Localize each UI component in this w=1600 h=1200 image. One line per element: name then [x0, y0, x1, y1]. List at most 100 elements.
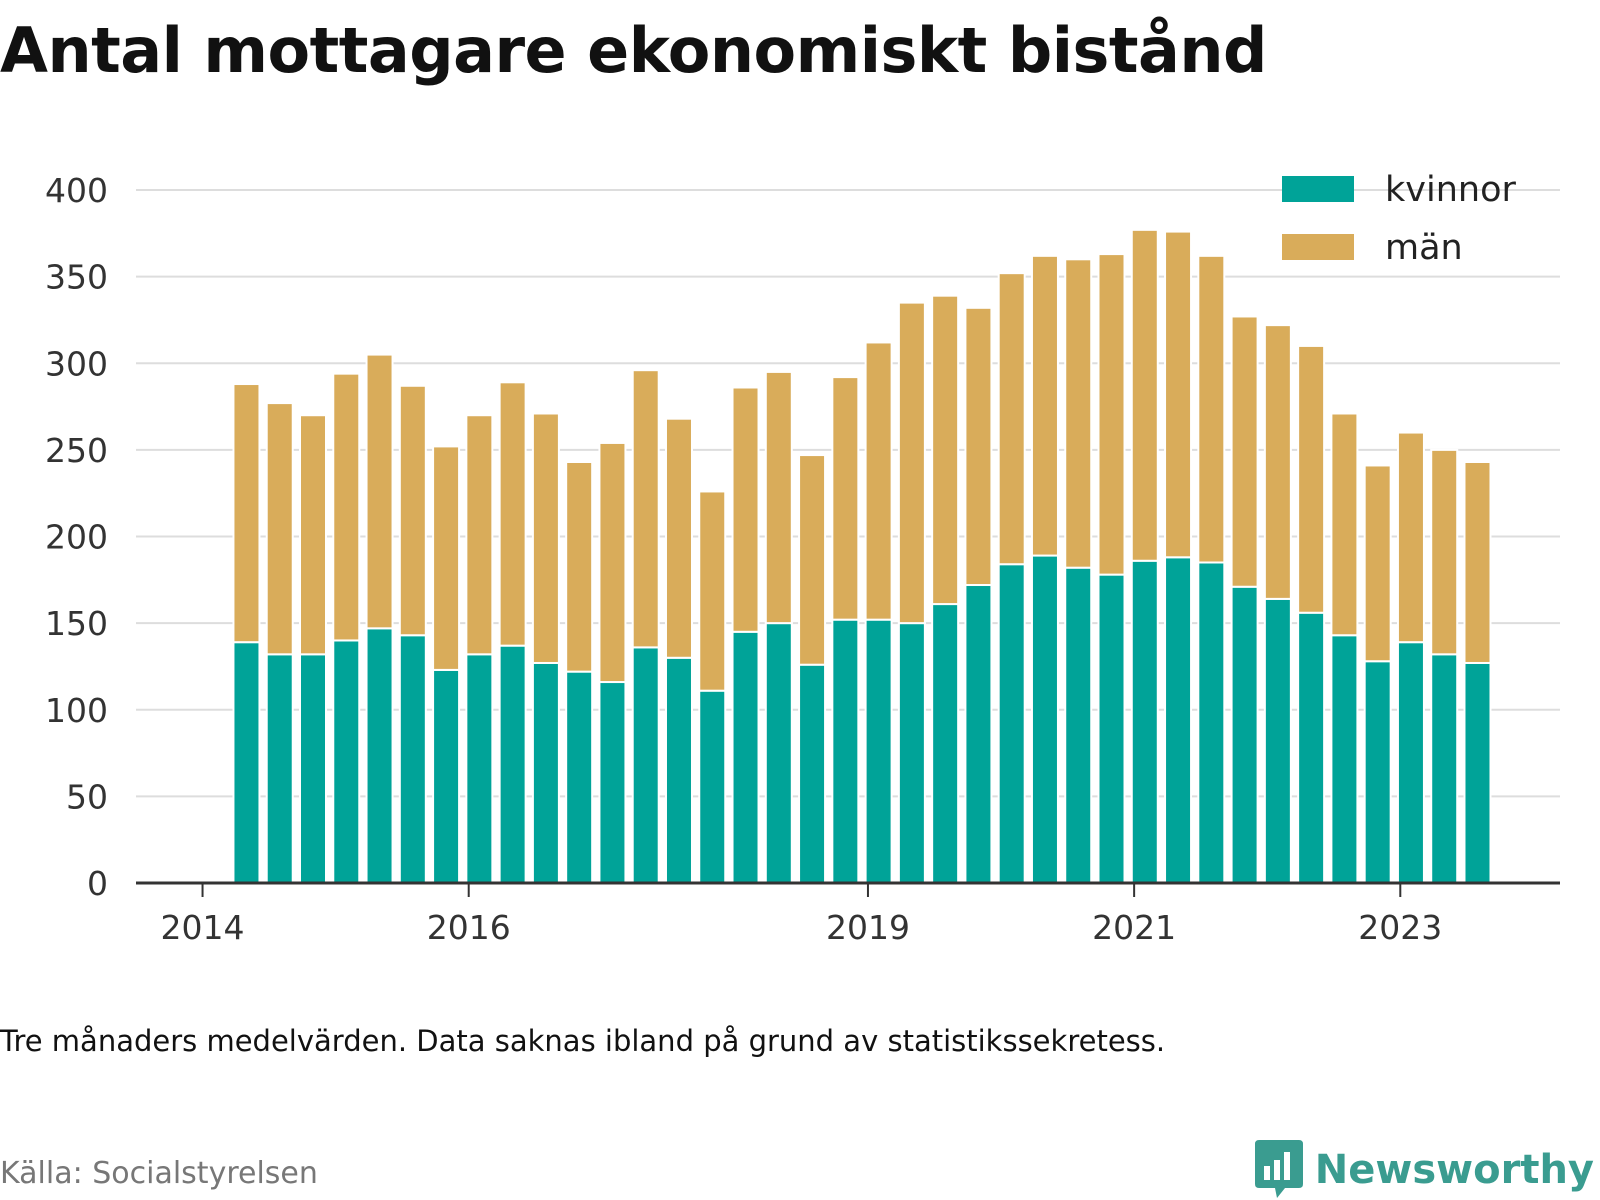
bar-kvinnor — [997, 563, 1026, 884]
legend-swatch-man — [1282, 234, 1354, 260]
bar-kvinnor — [664, 656, 693, 884]
x-tick-label: 2016 — [427, 908, 511, 947]
bar-kvinnor — [1064, 566, 1093, 884]
brand-logo: Newsworthy — [1254, 1140, 1594, 1200]
chart-title: Antal mottagare ekonomiskt bistånd — [0, 14, 1267, 87]
bar-kvinnor — [1463, 661, 1492, 884]
bar-man — [1097, 253, 1126, 576]
bar-kvinnor — [698, 689, 727, 884]
bar-man — [1363, 464, 1392, 663]
bar-man — [1330, 412, 1359, 637]
legend-label-man: män — [1385, 228, 1463, 268]
bar-man — [1130, 228, 1159, 562]
bar-chart: 0 50 100 150 200 250 300 350 400 2014 2016 2019 2021… — [45, 170, 1560, 947]
y-tick-label: 200 — [45, 518, 108, 557]
y-tick-label: 100 — [45, 691, 108, 730]
bar-man — [565, 461, 594, 673]
bar-kvinnor — [565, 670, 594, 885]
bar-man — [664, 417, 693, 659]
bar-man — [265, 402, 294, 656]
bar-kvinnor — [498, 644, 527, 884]
y-tick-label: 150 — [45, 604, 108, 643]
bar-man — [631, 369, 660, 649]
bar-man — [1030, 254, 1059, 557]
bar-kvinnor — [798, 663, 827, 885]
bar-kvinnor — [1297, 611, 1326, 884]
bar-man — [731, 386, 760, 633]
y-tick-label: 50 — [66, 777, 108, 816]
bar-kvinnor — [1164, 556, 1193, 884]
bar-man — [465, 414, 494, 656]
bar-kvinnor — [432, 668, 461, 885]
bar-kvinnor — [365, 627, 394, 885]
bar-kvinnor — [232, 641, 261, 884]
x-tick-label: 2023 — [1358, 908, 1442, 947]
y-tick-label: 0 — [87, 864, 108, 903]
bar-kvinnor — [631, 646, 660, 884]
legend: kvinnor män — [1282, 170, 1516, 268]
bar-man — [1263, 324, 1292, 600]
bar-man — [698, 490, 727, 692]
y-tick-label: 250 — [45, 431, 108, 470]
bar-kvinnor — [1330, 634, 1359, 884]
bar-kvinnor — [332, 639, 361, 885]
x-tick-label: 2014 — [161, 908, 245, 947]
bar-man — [798, 454, 827, 666]
newsworthy-logo-icon — [1254, 1140, 1303, 1198]
bar-man — [299, 414, 328, 656]
bar-kvinnor — [864, 618, 893, 884]
legend-label-kvinnor: kvinnor — [1385, 170, 1516, 210]
bars — [232, 228, 1492, 885]
bar-kvinnor — [1030, 554, 1059, 884]
bar-man — [232, 383, 261, 644]
bar-man — [764, 370, 793, 625]
source-credit: Källa: Socialstyrelsen — [0, 1156, 318, 1191]
bar-kvinnor — [531, 661, 560, 884]
bar-kvinnor — [964, 584, 993, 884]
bar-man — [1430, 448, 1459, 656]
bar-kvinnor — [398, 634, 427, 884]
bar-man — [598, 441, 627, 684]
bar-kvinnor — [1197, 561, 1226, 884]
legend-swatch-kvinnor — [1282, 176, 1354, 202]
x-tick-label: 2019 — [826, 908, 910, 947]
bar-man — [1297, 344, 1326, 614]
bar-kvinnor — [1363, 660, 1392, 884]
bar-kvinnor — [731, 630, 760, 884]
x-tick-label: 2021 — [1092, 908, 1176, 947]
bar-man — [432, 445, 461, 671]
y-tick-label: 300 — [45, 344, 108, 383]
bar-kvinnor — [299, 653, 328, 884]
bar-man — [1164, 230, 1193, 559]
bar-kvinnor — [931, 603, 960, 884]
bar-man — [831, 376, 860, 621]
bar-kvinnor — [265, 653, 294, 884]
axes: 0 50 100 150 200 250 300 350 400 2014 2016 2019 2021… — [45, 171, 1560, 947]
bar-man — [997, 272, 1026, 566]
bar-man — [931, 294, 960, 606]
brand-name: Newsworthy — [1314, 1147, 1594, 1193]
bar-kvinnor — [1230, 585, 1259, 884]
bar-man — [1230, 315, 1259, 588]
bar-man — [498, 381, 527, 647]
bar-man — [1197, 254, 1226, 564]
bar-man — [1463, 461, 1492, 664]
bar-kvinnor — [764, 622, 793, 884]
bar-kvinnor — [831, 618, 860, 884]
bar-man — [864, 341, 893, 621]
bar-kvinnor — [465, 653, 494, 884]
bar-kvinnor — [897, 622, 926, 884]
y-tick-label: 350 — [45, 258, 108, 297]
y-tick-label: 400 — [45, 171, 108, 210]
bar-man — [398, 384, 427, 637]
bar-man — [1396, 431, 1425, 644]
bar-kvinnor — [1396, 641, 1425, 884]
bar-man — [365, 353, 394, 630]
bar-man — [1064, 258, 1093, 569]
bar-kvinnor — [598, 681, 627, 885]
chart-note: Tre månaders medelvärden. Data saknas ib… — [0, 1024, 1166, 1058]
bar-kvinnor — [1263, 597, 1292, 884]
bar-man — [897, 301, 926, 625]
bar-kvinnor — [1430, 653, 1459, 884]
bar-man — [332, 372, 361, 642]
